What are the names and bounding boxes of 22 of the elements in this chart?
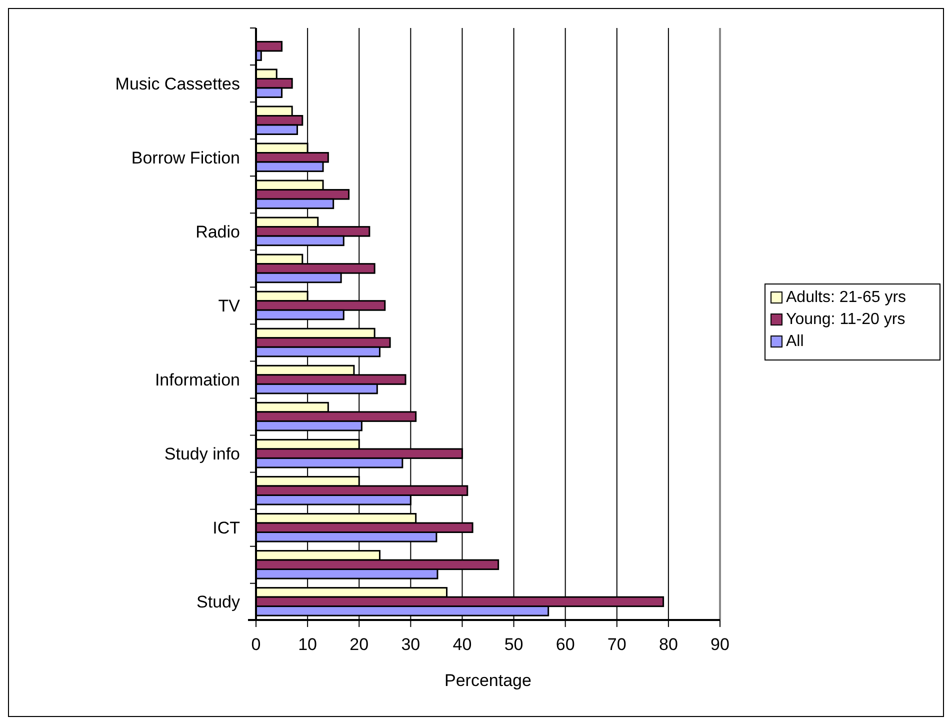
legend-label: All bbox=[786, 333, 804, 350]
legend-label: Adults: 21-65 yrs bbox=[786, 289, 906, 306]
x-tick-label: 70 bbox=[607, 635, 626, 654]
x-axis-title: Percentage bbox=[444, 671, 532, 690]
y-tick-label: Radio bbox=[196, 222, 240, 242]
x-tick-label: 0 bbox=[251, 635, 261, 654]
x-tick-label: 40 bbox=[452, 635, 472, 654]
x-tick-label: 80 bbox=[658, 635, 678, 654]
y-tick-label: Study bbox=[196, 592, 240, 612]
y-tick-label: ICT bbox=[212, 518, 240, 538]
y-tick-label: Music Cassettes bbox=[115, 74, 240, 94]
x-tick-label: 30 bbox=[401, 635, 420, 654]
x-tick-label: 50 bbox=[504, 635, 524, 654]
y-tick-label: TV bbox=[218, 296, 241, 316]
legend-label: Young: 11-20 yrs bbox=[786, 311, 906, 328]
x-tick-label: 10 bbox=[298, 635, 318, 654]
y-tick-label: Information bbox=[154, 370, 240, 390]
x-tick-label: 60 bbox=[556, 635, 575, 654]
x-tick-label: 90 bbox=[710, 635, 730, 654]
x-tick-label: 20 bbox=[350, 635, 369, 654]
y-tick-label: Borrow Fiction bbox=[131, 148, 240, 168]
y-tick-label: Study info bbox=[164, 444, 240, 464]
